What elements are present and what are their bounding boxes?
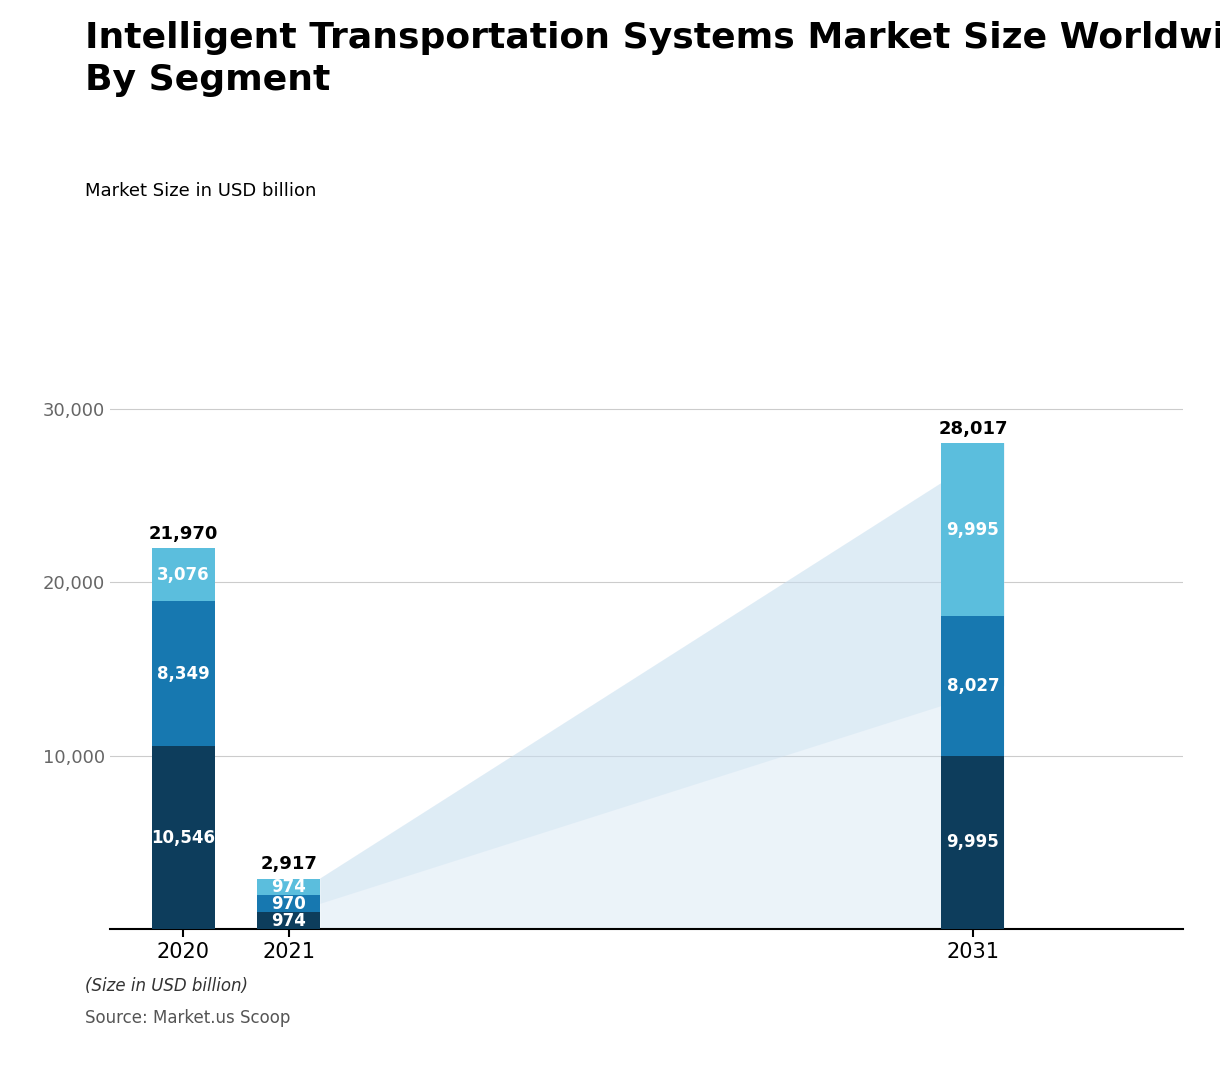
Text: 970: 970 — [271, 895, 306, 913]
Text: 974: 974 — [271, 912, 306, 930]
Bar — [257, 912, 321, 929]
Text: Intelligent Transportation Systems Market Size Worldwide -
By Segment: Intelligent Transportation Systems Marke… — [85, 21, 1220, 97]
Text: 9,995: 9,995 — [947, 833, 999, 851]
Text: 10,546: 10,546 — [151, 829, 216, 847]
Text: (Size in USD billion): (Size in USD billion) — [85, 977, 249, 995]
Text: Source: Market.us Scoop: Source: Market.us Scoop — [85, 1009, 290, 1027]
Bar — [152, 747, 215, 929]
Text: 8,027: 8,027 — [947, 677, 999, 695]
Bar — [942, 443, 1004, 616]
Text: 974: 974 — [271, 878, 306, 896]
Text: 2,917: 2,917 — [260, 855, 317, 874]
Bar — [942, 756, 1004, 929]
Bar — [257, 879, 321, 895]
Text: Market Size in USD billion: Market Size in USD billion — [85, 182, 317, 200]
Text: 28,017: 28,017 — [938, 420, 1008, 438]
Text: 3,076: 3,076 — [157, 566, 210, 583]
Polygon shape — [321, 443, 1004, 904]
Bar — [257, 895, 321, 912]
Polygon shape — [321, 443, 1004, 929]
Bar — [152, 548, 215, 601]
Text: 21,970: 21,970 — [149, 524, 218, 543]
Bar — [152, 601, 215, 747]
Text: 9,995: 9,995 — [947, 521, 999, 538]
Text: 8,349: 8,349 — [157, 664, 210, 682]
Bar — [942, 616, 1004, 756]
